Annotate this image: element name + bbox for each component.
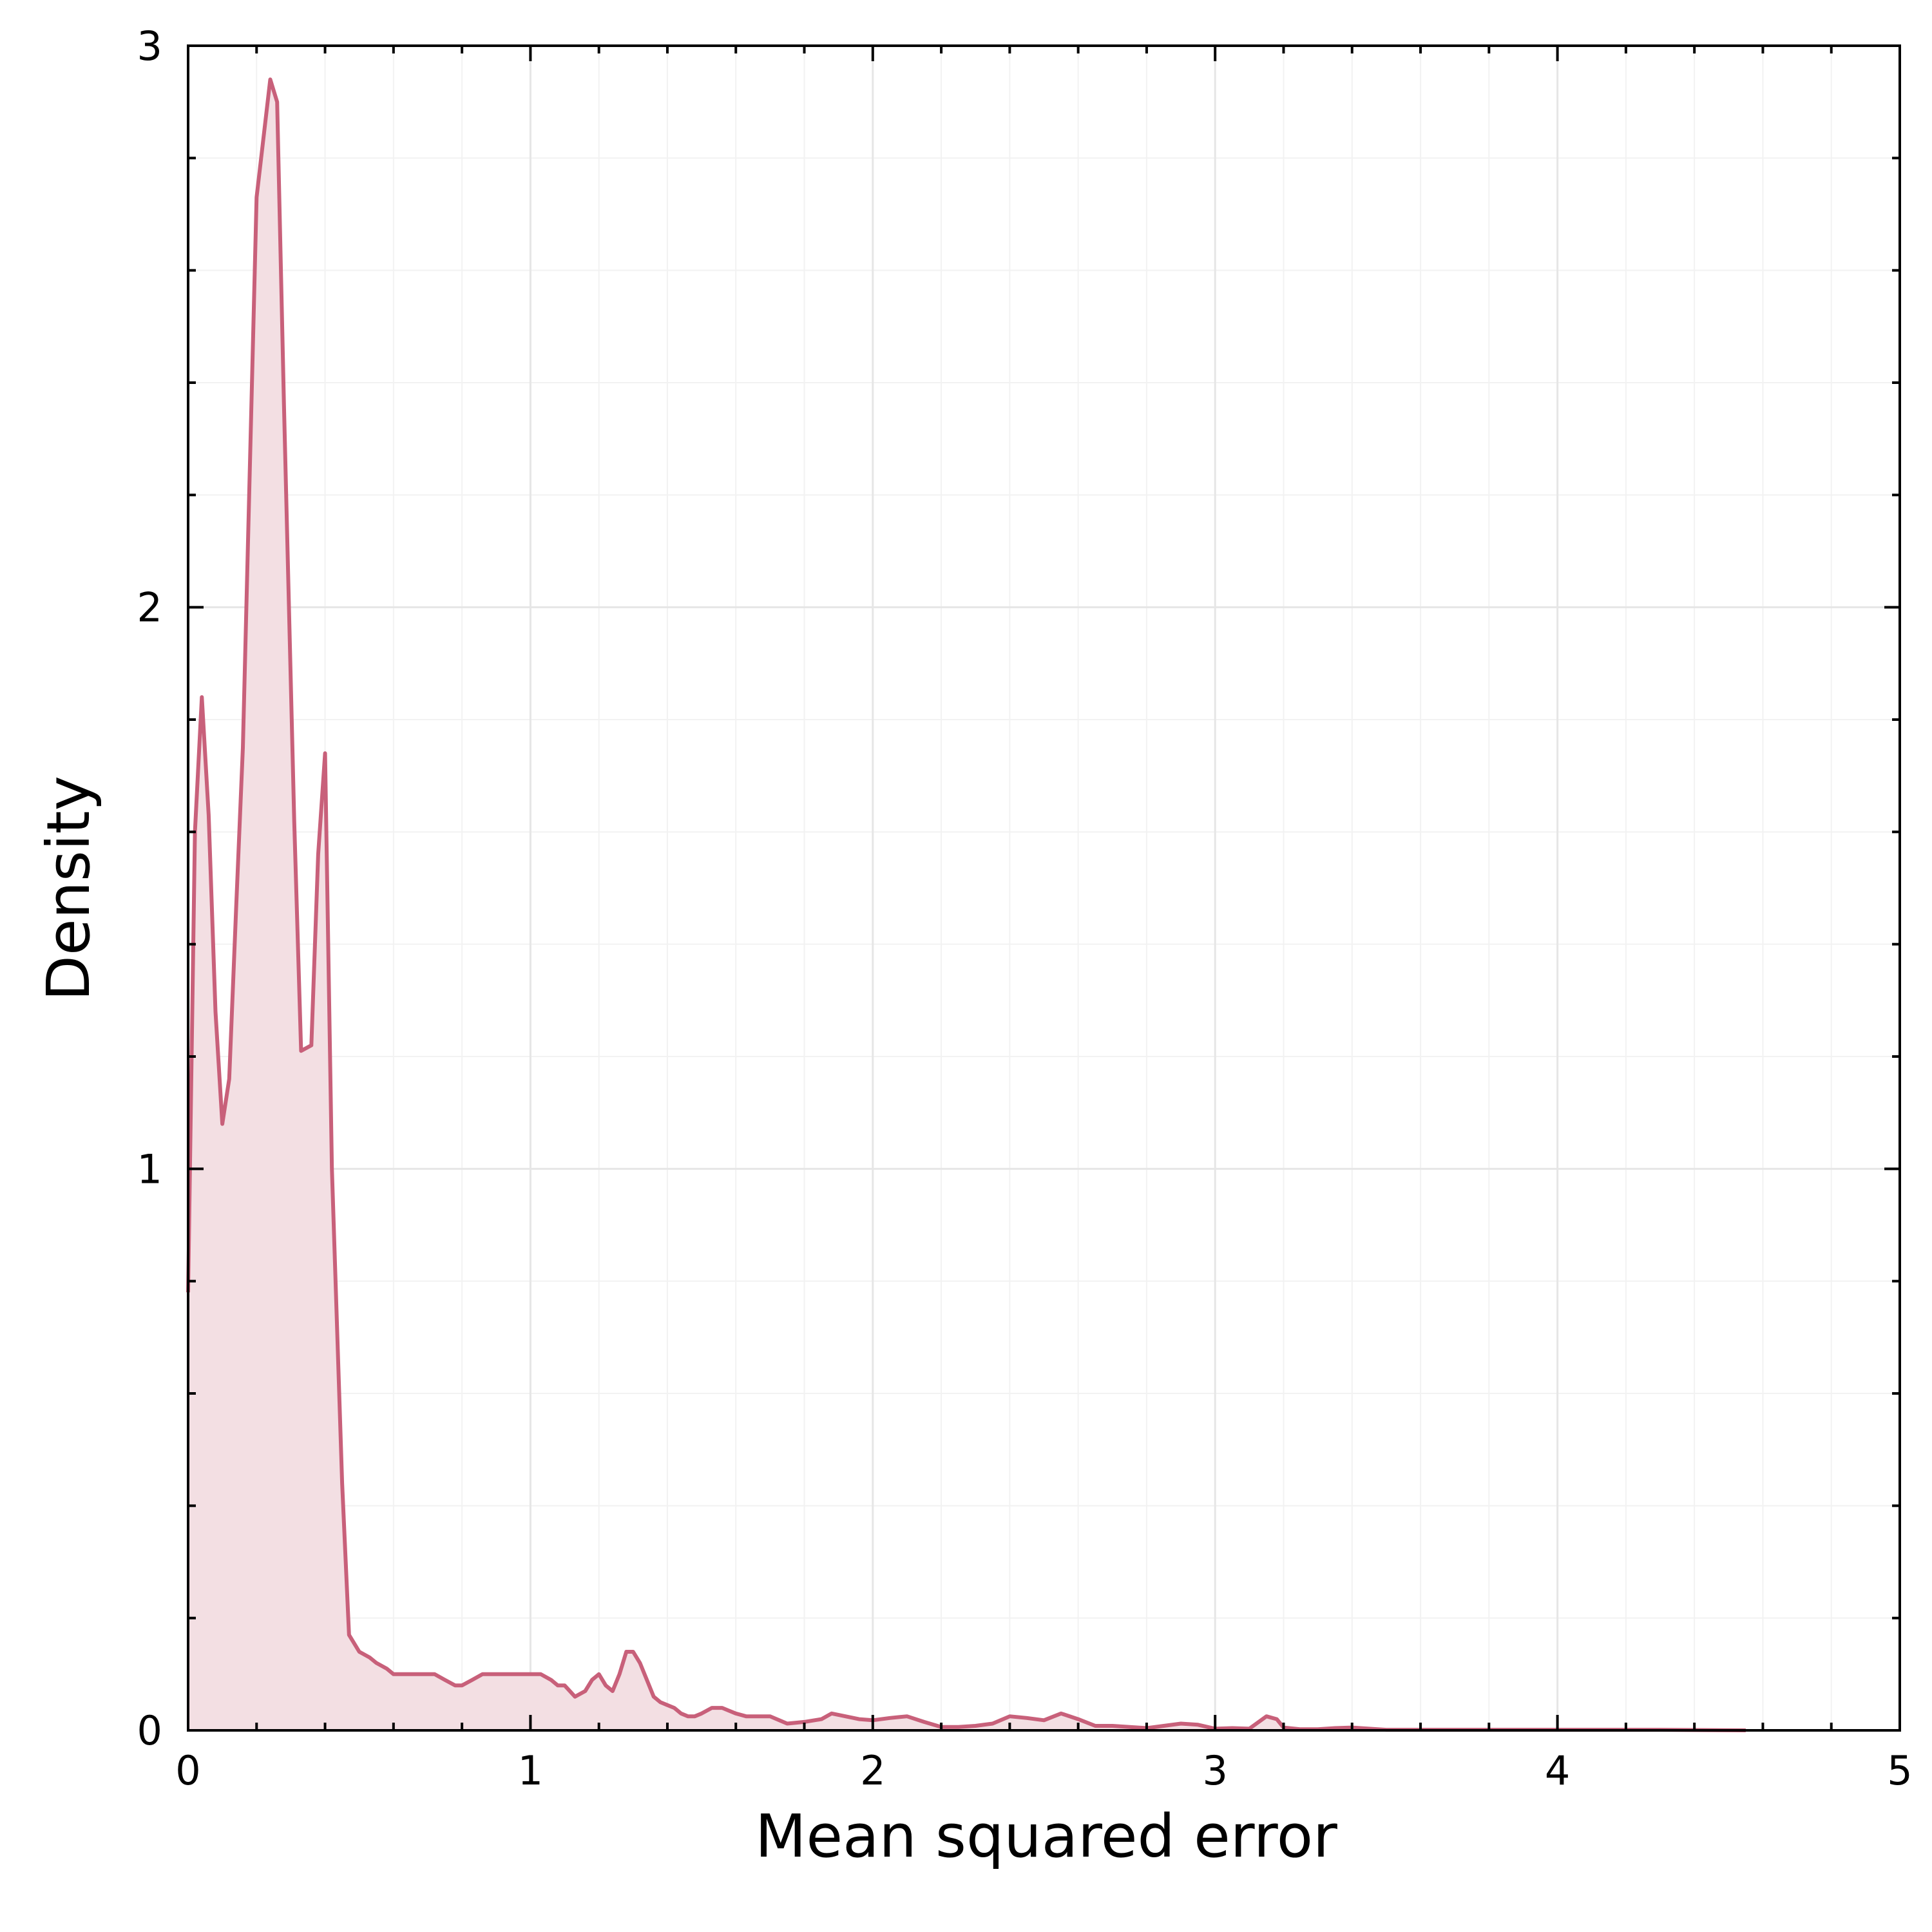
y-tick-label: 0 [137, 1707, 162, 1754]
x-tick-label: 3 [1202, 1747, 1227, 1794]
density-line [186, 77, 1746, 1732]
x-tick-label: 0 [175, 1747, 200, 1794]
density-curve [186, 77, 1746, 1732]
x-tick-labels: 0 1 2 3 4 5 [175, 1747, 1912, 1794]
x-tick-label: 1 [518, 1747, 543, 1794]
x-tick-label: 2 [860, 1747, 885, 1794]
x-tick-label: 4 [1545, 1747, 1570, 1794]
plot-frame [187, 44, 1901, 1732]
x-tick-label: 5 [1887, 1747, 1912, 1794]
y-tick-label: 3 [137, 23, 162, 70]
x-axis-label: Mean squared error [755, 1802, 1337, 1871]
density-fill [188, 79, 1746, 1730]
y-tick-label: 1 [137, 1145, 162, 1192]
frame-border [187, 44, 1901, 1732]
axis-ticks [187, 44, 1901, 1732]
density-area [188, 79, 1746, 1730]
y-axis-label: Density [34, 776, 103, 1001]
y-tick-label: 2 [137, 584, 162, 631]
y-tick-labels: 0 1 2 3 [137, 23, 162, 1754]
